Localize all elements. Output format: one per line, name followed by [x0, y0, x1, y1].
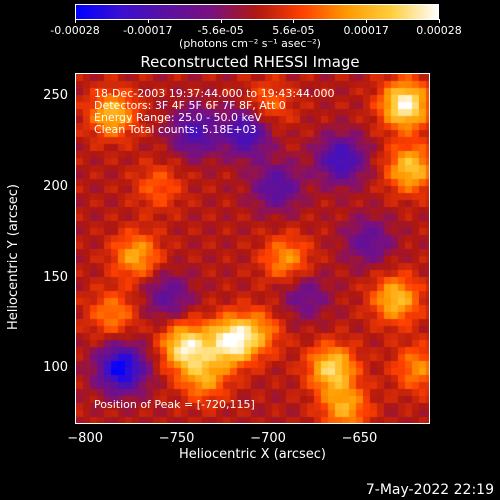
x-tick-label: −750 [158, 431, 195, 446]
colorbar-units: (photons cm⁻² s⁻¹ asec⁻²) [179, 37, 321, 50]
colorbar-tick-mark [147, 19, 149, 23]
colorbar-tick-label: 0.00028 [416, 24, 462, 37]
colorbar-tick-mark [366, 19, 368, 23]
colorbar-tick-label: -0.00017 [123, 24, 173, 37]
colorbar-tick-mark [75, 19, 76, 23]
colorbar-tick-mark [293, 19, 295, 23]
timestamp: 7-May-2022 22:19 [365, 482, 494, 498]
info-counts: Clean Total counts: 5.18E+03 [94, 123, 257, 136]
y-tick-label: 250 [43, 87, 68, 103]
plot-area: 18-Dec-2003 19:37:44.000 to 19:43:44.000… [75, 73, 430, 424]
chart-title: Reconstructed RHESSI Image [140, 53, 360, 71]
colorbar-tick-mark [439, 19, 440, 23]
y-axis-label: Heliocentric Y (arcsec) [6, 184, 21, 330]
x-tick-label: −700 [250, 431, 286, 446]
heatmap-image [76, 74, 429, 423]
peak-position-label: Position of Peak = [-720,115] [94, 398, 255, 411]
y-tick-label: 150 [43, 269, 68, 285]
x-axis-label: Heliocentric X (arcsec) [179, 447, 326, 462]
colorbar-tick-label: 5.6e-05 [272, 24, 315, 37]
y-tick-label: 200 [43, 178, 68, 194]
y-tick-label: 100 [43, 360, 68, 376]
colorbar [75, 4, 439, 20]
info-energy: Energy Range: 25.0 - 50.0 keV [94, 111, 262, 124]
x-tick-label: −650 [341, 431, 378, 446]
info-detectors: Detectors: 3F 4F 5F 6F 7F 8F, Att 0 [94, 99, 286, 112]
colorbar-tick-label: -5.6e-05 [197, 24, 244, 37]
x-tick-label: −800 [67, 431, 103, 446]
colorbar-tick-mark [220, 19, 222, 23]
info-time: 18-Dec-2003 19:37:44.000 to 19:43:44.000 [94, 87, 335, 100]
colorbar-tick-label: -0.00028 [50, 24, 100, 37]
colorbar-tick-label: 0.00017 [343, 24, 389, 37]
